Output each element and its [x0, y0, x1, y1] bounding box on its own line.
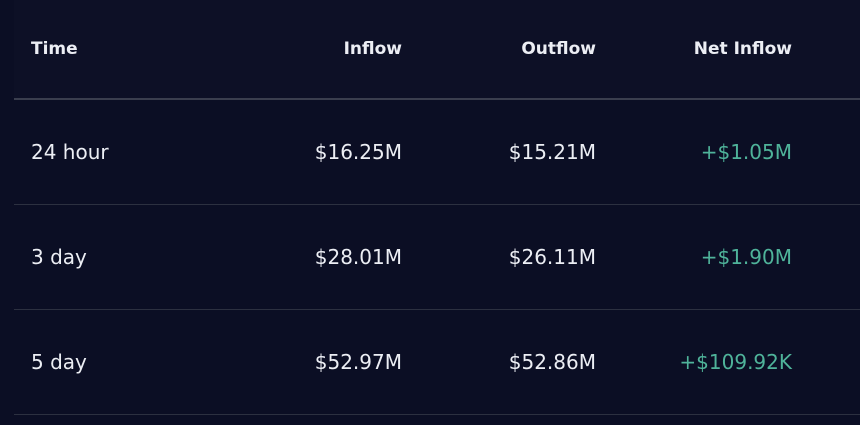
table-cell: 24 hour — [31, 140, 109, 164]
header-cell: Outflow — [521, 39, 596, 59]
table-cell: $28.01M — [314, 245, 402, 269]
table-cell: $16.25M — [314, 140, 402, 164]
table-cell: $52.86M — [508, 350, 596, 374]
table-cell: $52.97M — [314, 350, 402, 374]
header-cell: Net Inflow — [693, 39, 792, 59]
table-cell: $26.11M — [508, 245, 596, 269]
table-cell: 5 day — [31, 350, 87, 374]
table-row: 24 hour $16.25M $15.21M +$1.05M — [14, 100, 860, 205]
header-cell: Inflow — [343, 39, 402, 59]
table-row: 5 day $52.97M $52.86M +$109.92K — [14, 310, 860, 415]
table-cell: +$1.05M — [700, 140, 792, 164]
table-cell: +$1.90M — [700, 245, 792, 269]
table-header: Time Inflow Outflow Net Inflow — [14, 0, 860, 100]
table-cell: $15.21M — [508, 140, 596, 164]
table-cell: +$109.92K — [679, 350, 792, 374]
table-row: 3 day $28.01M $26.11M +$1.90M — [14, 205, 860, 310]
header-cell: Time — [31, 39, 78, 59]
table-cell: 3 day — [31, 245, 87, 269]
